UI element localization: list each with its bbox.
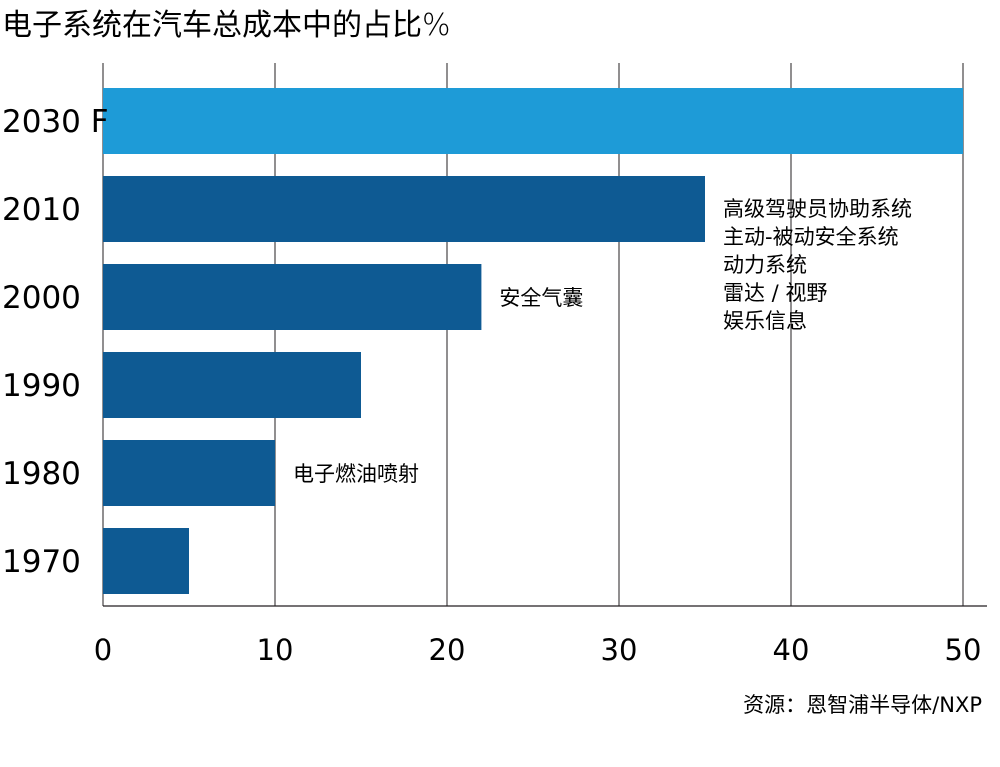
source-note: 资源：恩智浦半导体/NXP: [743, 693, 982, 717]
annotation-line: 电子燃油喷射: [293, 462, 419, 486]
bar-1990: [103, 352, 361, 418]
x-tick-label: 30: [601, 633, 638, 667]
category-label: 2010: [2, 192, 81, 228]
category-labels: 2030 F 2010 2000 1990 1980 1970: [2, 104, 109, 580]
annotation-line: 娱乐信息: [723, 309, 807, 333]
x-tick-labels: 0 10 20 30 40 50: [94, 633, 982, 667]
category-label: 2000: [2, 280, 81, 316]
x-tick-label: 10: [257, 633, 294, 667]
bar-2010: [103, 176, 705, 242]
category-label: 1970: [2, 544, 81, 580]
bar-2030-F: [103, 88, 963, 154]
x-tick-label: 40: [773, 633, 810, 667]
bar-1970: [103, 528, 189, 594]
bar-1980: [103, 440, 275, 506]
category-label: 1980: [2, 456, 81, 492]
annotation-line: 主动-被动安全系统: [723, 225, 899, 249]
x-tick-label: 20: [429, 633, 466, 667]
annotation-line: 动力系统: [723, 253, 807, 277]
bar-2000: [103, 264, 482, 330]
chart-title: 电子系统在汽车总成本中的占比%: [2, 8, 451, 43]
bars: [103, 88, 963, 594]
x-tick-label: 0: [94, 633, 112, 667]
category-label: 2030 F: [2, 104, 109, 140]
annotation-line: 高级驾驶员协助系统: [723, 197, 912, 221]
x-tick-label: 50: [945, 633, 982, 667]
annotation-line: 雷达 / 视野: [723, 281, 827, 305]
category-label: 1990: [2, 368, 81, 404]
annotation-line: 安全气囊: [499, 286, 583, 310]
